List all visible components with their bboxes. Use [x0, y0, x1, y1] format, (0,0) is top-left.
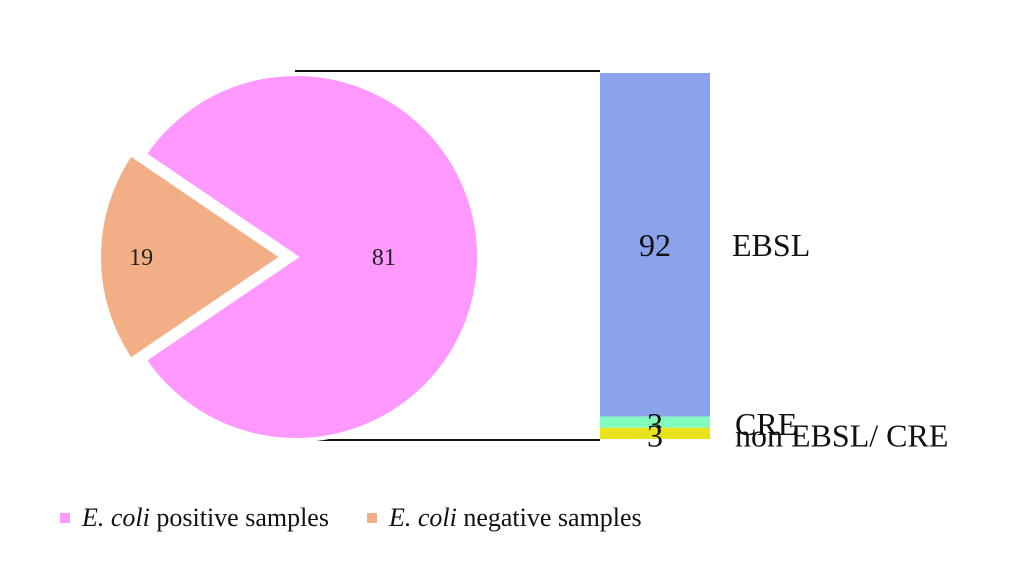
bar-segment-non-ebsl-cre: [600, 427, 710, 439]
legend-swatch: [366, 513, 377, 523]
pie-chart: 19 81: [97, 72, 481, 442]
bar-value-label: 92: [639, 227, 671, 263]
bar-segment-cre: [600, 416, 710, 428]
legend-entry-label: E. coli positive samples: [81, 503, 329, 532]
legend: E. coli positive samples E. coli negative…: [60, 503, 642, 532]
bar-category-label: EBSL: [732, 227, 810, 263]
bar-value-label: 3: [647, 417, 663, 453]
bar-segment-ebsl: [600, 73, 710, 417]
legend-swatch: [60, 513, 70, 523]
pie-slice-81: [141, 72, 481, 442]
legend-entry-label: E. coli negative samples: [388, 503, 642, 532]
pie-slice-19: [97, 151, 286, 363]
pie-slice-label: 81: [372, 245, 396, 271]
pie-slice-label: 19: [129, 245, 153, 271]
connector-lines: [295, 70, 600, 441]
bar-category-label: non EBSL/ CRE: [735, 417, 948, 453]
bar-category-label: CRE: [735, 406, 797, 442]
